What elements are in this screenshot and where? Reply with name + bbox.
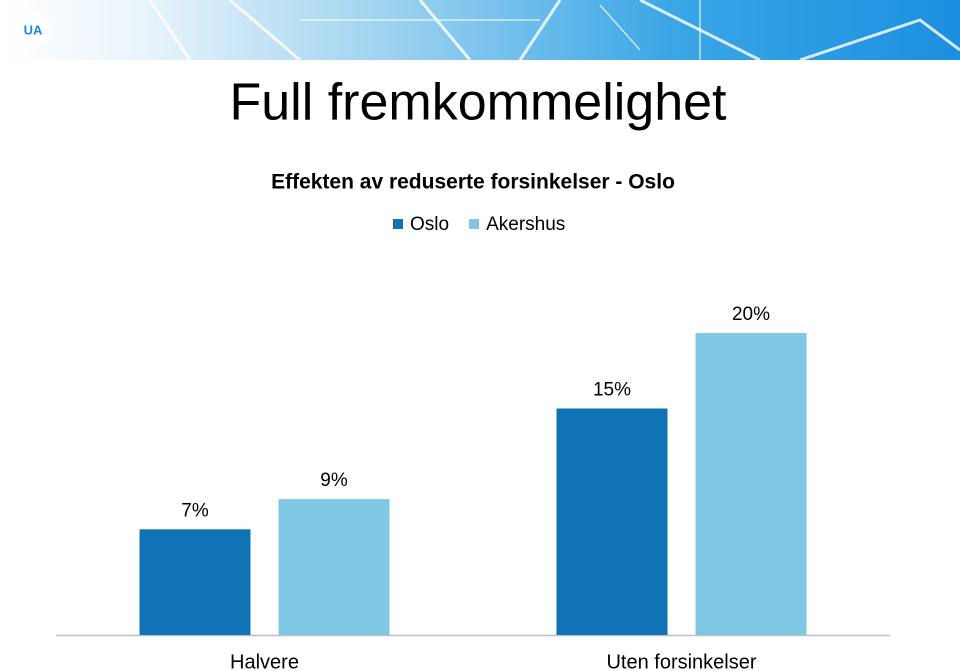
bar [139, 529, 251, 635]
legend-swatch [393, 219, 403, 229]
value-label: 9% [320, 470, 348, 491]
header-banner: UA [0, 0, 960, 62]
chart-title: Effekten av reduserte forsinkelser - Osl… [271, 171, 675, 194]
logo: UA [24, 22, 43, 37]
bar [695, 333, 807, 635]
legend-label: Akershus [486, 214, 565, 235]
logo-circle [15, 12, 51, 48]
legend-label: Oslo [410, 214, 449, 235]
value-label: 15% [593, 380, 631, 401]
bar [556, 408, 668, 635]
x-tick-label: Halvere [230, 651, 299, 671]
legend-swatch [469, 219, 480, 229]
slide-title: Full fremkommelighet [229, 74, 727, 132]
value-label: 20% [732, 304, 770, 325]
value-label: 7% [181, 500, 209, 521]
bar [278, 499, 390, 635]
x-tick-label: Uten forsinkelser [606, 651, 756, 671]
